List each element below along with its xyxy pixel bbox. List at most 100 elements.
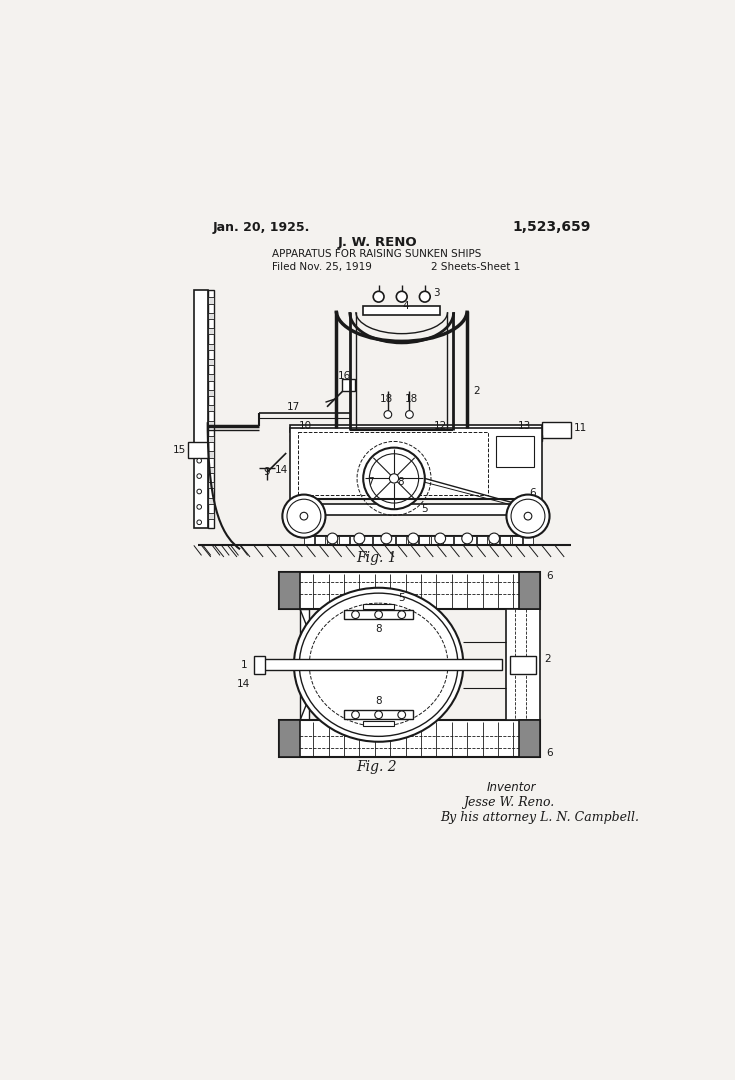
Text: 1: 1 bbox=[240, 660, 247, 670]
Circle shape bbox=[381, 534, 392, 544]
Circle shape bbox=[396, 292, 407, 302]
Bar bbox=[254, 656, 265, 674]
Bar bbox=[315, 536, 326, 544]
Text: 12: 12 bbox=[434, 421, 447, 431]
Bar bbox=[519, 720, 540, 757]
Text: 6: 6 bbox=[529, 488, 536, 498]
Bar bbox=[208, 421, 214, 427]
Circle shape bbox=[287, 499, 321, 534]
Text: 1,523,659: 1,523,659 bbox=[513, 220, 591, 234]
Bar bbox=[298, 432, 488, 496]
Bar bbox=[466, 536, 476, 544]
Bar bbox=[290, 424, 542, 432]
Bar bbox=[512, 536, 522, 544]
Circle shape bbox=[370, 454, 419, 503]
Text: Jan. 20, 1925.: Jan. 20, 1925. bbox=[213, 221, 310, 234]
Bar bbox=[477, 536, 487, 544]
Circle shape bbox=[375, 711, 382, 718]
Text: 6: 6 bbox=[546, 571, 553, 581]
Text: 2: 2 bbox=[544, 653, 551, 663]
Bar bbox=[454, 536, 464, 544]
Circle shape bbox=[420, 292, 430, 302]
Text: 3: 3 bbox=[433, 288, 440, 298]
Circle shape bbox=[197, 519, 201, 525]
Bar bbox=[304, 503, 528, 514]
Bar bbox=[506, 609, 540, 720]
Text: APPARATUS FOR RAISING SUNKEN SHIPS: APPARATUS FOR RAISING SUNKEN SHIPS bbox=[273, 249, 481, 259]
Circle shape bbox=[489, 534, 500, 544]
Circle shape bbox=[351, 711, 359, 718]
Bar bbox=[208, 359, 214, 365]
Bar bbox=[373, 536, 383, 544]
Text: 8: 8 bbox=[376, 623, 382, 634]
Bar bbox=[208, 375, 214, 380]
Text: 13: 13 bbox=[518, 421, 531, 431]
Circle shape bbox=[197, 489, 201, 494]
Bar bbox=[208, 289, 214, 528]
Circle shape bbox=[435, 534, 445, 544]
Bar bbox=[420, 536, 429, 544]
Text: 18: 18 bbox=[404, 394, 417, 404]
Text: 17: 17 bbox=[287, 402, 301, 411]
Bar bbox=[385, 536, 395, 544]
Circle shape bbox=[363, 447, 425, 509]
Bar bbox=[350, 536, 360, 544]
Circle shape bbox=[524, 512, 532, 519]
Text: 8: 8 bbox=[397, 477, 404, 487]
Circle shape bbox=[406, 410, 413, 418]
Bar bbox=[279, 720, 300, 757]
Bar bbox=[501, 536, 510, 544]
Circle shape bbox=[511, 499, 545, 534]
Text: Filed Nov. 25, 1919: Filed Nov. 25, 1919 bbox=[273, 261, 373, 272]
Bar bbox=[208, 483, 214, 488]
Bar bbox=[290, 434, 542, 441]
Bar bbox=[523, 536, 534, 544]
Text: Fig. 2: Fig. 2 bbox=[356, 760, 397, 774]
Circle shape bbox=[375, 611, 382, 619]
Bar bbox=[279, 572, 540, 609]
Text: 5: 5 bbox=[398, 593, 404, 603]
Text: 4: 4 bbox=[402, 301, 409, 311]
Bar bbox=[542, 422, 571, 437]
Bar bbox=[208, 451, 214, 458]
Bar bbox=[263, 660, 502, 670]
Text: By his attorney L. N. Campbell.: By his attorney L. N. Campbell. bbox=[440, 811, 639, 824]
Text: 15: 15 bbox=[173, 445, 186, 455]
Bar bbox=[519, 572, 540, 609]
Circle shape bbox=[327, 534, 338, 544]
Bar bbox=[304, 536, 314, 544]
Text: 2: 2 bbox=[473, 387, 480, 396]
Bar bbox=[279, 720, 540, 757]
Text: 5: 5 bbox=[421, 504, 428, 514]
Bar bbox=[208, 513, 214, 519]
Bar bbox=[279, 572, 300, 609]
Circle shape bbox=[408, 534, 419, 544]
Bar bbox=[290, 429, 542, 499]
Bar bbox=[208, 313, 214, 319]
Bar bbox=[442, 536, 453, 544]
Circle shape bbox=[373, 292, 384, 302]
Text: 2 Sheets-Sheet 1: 2 Sheets-Sheet 1 bbox=[431, 261, 520, 272]
Text: 10: 10 bbox=[299, 421, 312, 431]
Circle shape bbox=[506, 495, 550, 538]
Bar bbox=[489, 536, 499, 544]
Text: Jesse W. Reno.: Jesse W. Reno. bbox=[463, 796, 555, 809]
Bar bbox=[362, 536, 372, 544]
Ellipse shape bbox=[294, 588, 463, 742]
Text: 8: 8 bbox=[376, 696, 382, 706]
Bar bbox=[208, 297, 214, 303]
Text: 7: 7 bbox=[368, 477, 374, 487]
Bar bbox=[396, 536, 406, 544]
Bar bbox=[208, 498, 214, 503]
Bar bbox=[208, 390, 214, 396]
Polygon shape bbox=[300, 609, 309, 720]
Circle shape bbox=[197, 474, 201, 478]
Circle shape bbox=[197, 458, 201, 463]
Bar bbox=[208, 467, 214, 473]
Bar bbox=[363, 306, 440, 315]
Circle shape bbox=[384, 410, 392, 418]
Text: Inventor: Inventor bbox=[487, 782, 536, 795]
Bar bbox=[208, 405, 214, 411]
Bar bbox=[339, 536, 348, 544]
Text: 16: 16 bbox=[338, 372, 351, 381]
